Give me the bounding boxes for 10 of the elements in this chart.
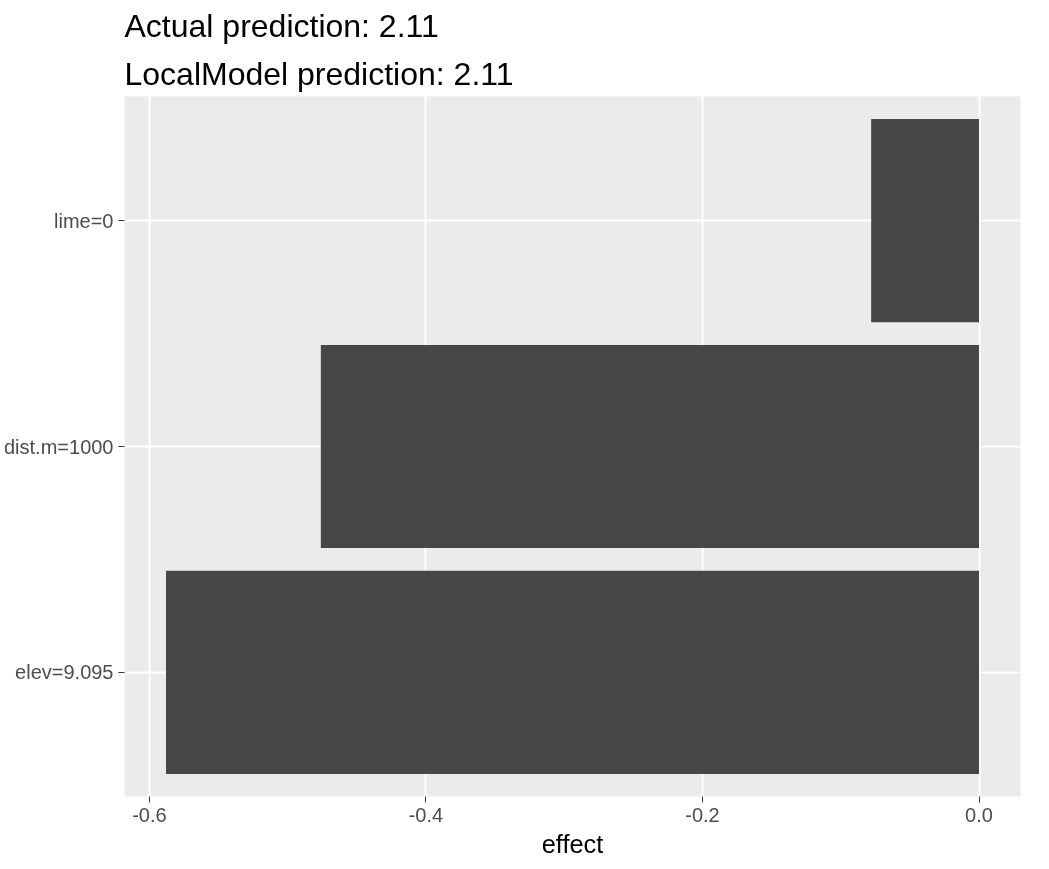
x-tick-label: -0.6 [132, 803, 167, 826]
chart-title: Actual prediction: 2.11 [124, 7, 439, 44]
chart-subtitle: LocalModel prediction: 2.11 [124, 55, 514, 92]
x-tick-label: -0.2 [685, 803, 720, 826]
x-axis-title: effect [541, 829, 604, 858]
x-tick-label: -0.4 [408, 803, 444, 826]
y-tick-label: dist.m=1000 [3, 435, 114, 458]
y-tick-label: lime=0 [54, 209, 114, 232]
y-tick-label: elev=9.095 [15, 661, 114, 684]
x-tick-label: 0.0 [965, 803, 993, 826]
